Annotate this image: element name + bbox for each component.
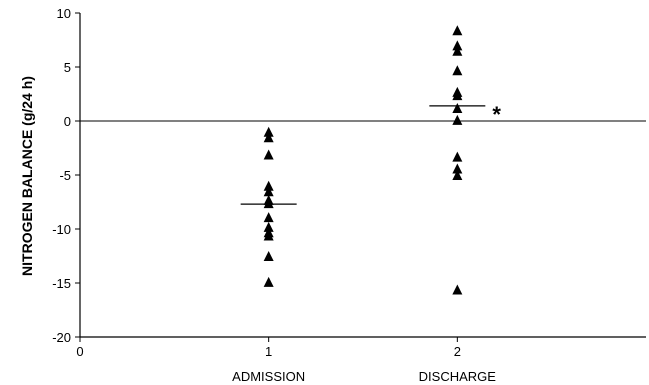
data-points [263,25,463,295]
triangle-marker [452,284,463,295]
triangle-marker [452,151,463,162]
triangle-marker [452,90,463,101]
triangle-marker [452,114,463,125]
y-tick-label: -20 [52,330,71,345]
x-tick-label: 0 [76,344,83,359]
triangle-marker [263,126,274,137]
y-tick-label: -15 [52,276,71,291]
triangle-marker [263,251,274,261]
y-tick-label: -5 [59,168,71,183]
y-tick-label: 10 [57,6,71,21]
x-category-label: ADMISSION [232,369,305,384]
triangle-marker [452,65,463,76]
x-tick-label: 2 [454,344,461,359]
y-tick-label: 5 [64,60,71,75]
triangle-marker [452,25,463,36]
x-tick-label: 1 [265,344,272,359]
x-category-label: DISCHARGE [419,369,497,384]
significance-asterisk: * [492,102,501,127]
triangle-marker [452,103,463,114]
triangle-marker [452,170,463,180]
triangle-marker [263,132,274,143]
triangle-marker [263,276,274,287]
triangle-marker [452,45,463,56]
axes: 10 5 0 -5 -10 -15 -20 0 1 ADMISSION 2 DISCHARGE [52,6,646,384]
annotations: * [492,102,501,127]
triangle-marker [263,198,274,209]
triangle-marker [263,186,274,197]
triangle-marker [452,40,463,51]
triangle-marker [263,230,274,241]
triangle-marker [263,149,274,160]
triangle-marker [263,221,274,232]
triangle-marker [263,180,274,191]
triangle-marker [452,163,463,174]
y-tick-label: -10 [52,222,71,237]
y-tick-label: 0 [64,114,71,129]
y-axis-label: NITROGEN BALANCE (g/24 h) [19,76,35,276]
triangle-marker [263,212,274,223]
